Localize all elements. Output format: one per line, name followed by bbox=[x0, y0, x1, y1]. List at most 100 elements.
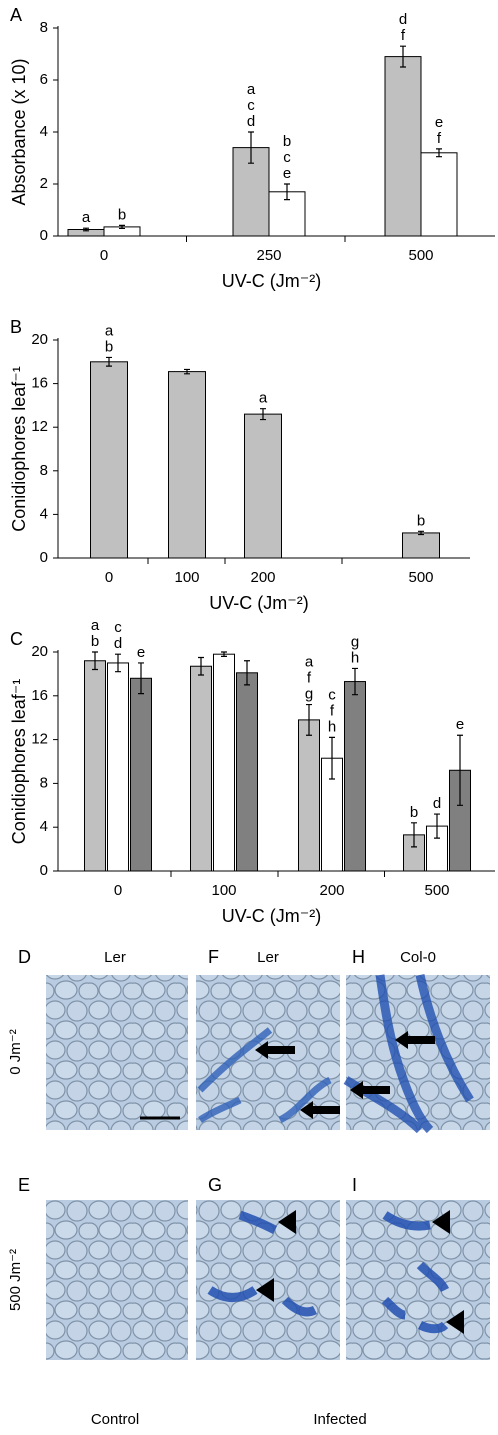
significance-letter: b bbox=[417, 512, 425, 529]
bar bbox=[213, 653, 235, 872]
significance-letter: f bbox=[330, 702, 335, 719]
y-tick-label: 12 bbox=[31, 731, 48, 748]
arrow bbox=[300, 1101, 340, 1119]
error-bar bbox=[248, 131, 254, 164]
y-tick-label: 0 bbox=[40, 549, 48, 566]
significance-letter: f bbox=[401, 27, 406, 44]
y-tick-label: 20 bbox=[31, 643, 48, 660]
x-tick-label: 200 bbox=[250, 569, 275, 586]
bar bbox=[168, 371, 206, 559]
panel-title: Ler bbox=[257, 949, 279, 966]
panel-letter: G bbox=[208, 1175, 222, 1195]
x-tick-label: 500 bbox=[408, 247, 433, 264]
panel-title: Col-0 bbox=[400, 949, 436, 966]
significance-letter: b bbox=[91, 633, 99, 650]
error-bar bbox=[83, 227, 89, 232]
x-tick-label: 100 bbox=[211, 882, 236, 899]
error-bar bbox=[115, 653, 121, 673]
x-tick-label: 100 bbox=[174, 569, 199, 586]
arrowhead bbox=[278, 1210, 296, 1234]
significance-letter: h bbox=[351, 649, 359, 666]
significance-letter: d bbox=[114, 635, 122, 652]
significance-letter: d bbox=[399, 11, 407, 28]
bar bbox=[402, 532, 440, 559]
y-tick-label: 16 bbox=[31, 687, 48, 704]
y-tick-label: 0 bbox=[40, 227, 48, 244]
error-bar bbox=[138, 662, 144, 695]
y-tick-label: 0 bbox=[40, 862, 48, 879]
x-tick-label: 0 bbox=[100, 247, 108, 264]
bar bbox=[84, 660, 106, 872]
x-tick-label: 200 bbox=[319, 882, 344, 899]
significance-letter: f bbox=[437, 130, 442, 147]
hyphae bbox=[381, 1211, 450, 1334]
bar bbox=[244, 413, 282, 559]
arrow bbox=[395, 1031, 435, 1049]
y-tick-label: 8 bbox=[40, 462, 48, 479]
micrographs: D Ler F Ler H Col-0 E G I 0 Jm⁻² 500 Jm⁻… bbox=[7, 947, 490, 1428]
x-tick-label: 0 bbox=[114, 882, 122, 899]
panel-letter: E bbox=[18, 1175, 30, 1195]
row-label: 0 Jm⁻² bbox=[7, 1029, 24, 1074]
x-tick-label: 500 bbox=[408, 569, 433, 586]
significance-letter: b bbox=[410, 804, 418, 821]
arrowhead bbox=[256, 1278, 274, 1302]
error-bar bbox=[244, 660, 250, 686]
error-bar bbox=[92, 651, 98, 671]
error-bar bbox=[418, 530, 424, 536]
micrograph bbox=[46, 1200, 188, 1360]
x-axis-label: UV-C (Jm⁻²) bbox=[222, 271, 321, 291]
significance-letter: a bbox=[105, 322, 114, 339]
significance-letter: d bbox=[433, 795, 441, 812]
significance-letter: c bbox=[283, 149, 291, 166]
error-bar bbox=[184, 368, 190, 375]
y-axis-label: Conidiophores leaf⁻¹ bbox=[9, 679, 29, 845]
x-tick-label: 250 bbox=[256, 247, 281, 264]
significance-letter: g bbox=[351, 633, 359, 650]
error-bar bbox=[411, 822, 417, 848]
panel-letter: F bbox=[208, 947, 219, 967]
panel-letter: B bbox=[10, 317, 22, 337]
significance-letter: f bbox=[307, 670, 312, 687]
significance-letter: a bbox=[82, 209, 91, 226]
significance-letter: e bbox=[435, 114, 443, 131]
significance-letter: a bbox=[259, 390, 268, 407]
panel-letter: A bbox=[10, 5, 22, 25]
hyphae bbox=[343, 974, 474, 1134]
y-axis-label: Absorbance (x 10) bbox=[9, 58, 29, 205]
bar bbox=[107, 662, 129, 872]
bar bbox=[90, 361, 128, 559]
significance-letter: a bbox=[305, 654, 314, 671]
y-tick-label: 12 bbox=[31, 418, 48, 435]
significance-letter: b bbox=[118, 206, 126, 223]
error-bar bbox=[436, 148, 442, 158]
panel-title: Ler bbox=[104, 949, 126, 966]
x-axis-label: UV-C (Jm⁻²) bbox=[222, 906, 321, 926]
y-tick-label: 4 bbox=[40, 818, 48, 835]
y-tick-label: 20 bbox=[31, 331, 48, 348]
bar bbox=[190, 665, 212, 872]
bar bbox=[298, 719, 320, 872]
x-tick-label: 500 bbox=[424, 882, 449, 899]
significance-letter: c bbox=[328, 686, 336, 703]
x-tick-label: 0 bbox=[105, 569, 113, 586]
hyphae bbox=[207, 1210, 318, 1317]
significance-letter: e bbox=[283, 165, 291, 182]
significance-letter: a bbox=[247, 81, 256, 98]
significance-letter: b bbox=[283, 133, 291, 150]
significance-letter: h bbox=[328, 718, 336, 735]
significance-letter: a bbox=[91, 617, 100, 634]
error-bar bbox=[284, 183, 290, 201]
column-label: Infected bbox=[313, 1411, 366, 1428]
panel-letter: H bbox=[352, 947, 365, 967]
error-bar bbox=[106, 356, 112, 367]
bar bbox=[420, 152, 458, 237]
y-tick-label: 4 bbox=[40, 505, 48, 522]
error-bar bbox=[400, 45, 406, 68]
significance-letter: g bbox=[305, 686, 313, 703]
error-bar bbox=[457, 734, 463, 806]
panel-letter: D bbox=[18, 947, 31, 967]
error-bar bbox=[329, 736, 335, 780]
bar bbox=[384, 56, 422, 237]
y-axis-label: Conidiophores leaf⁻¹ bbox=[9, 366, 29, 532]
